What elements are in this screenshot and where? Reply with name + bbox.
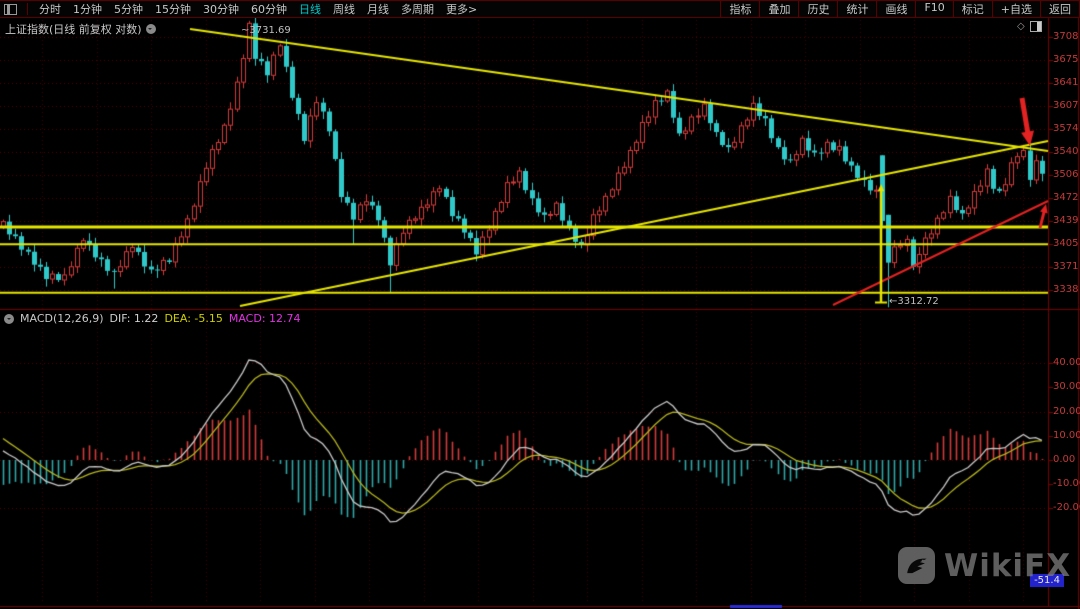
chart-corner-icons: ◇ [1017, 21, 1042, 32]
macd-dea-value: DEA: -5.15 [164, 312, 223, 325]
chart-title-row: 上证指数(日线 前复权 对数) [5, 21, 156, 37]
toolbar-buttons: 指标 叠加 历史 统计 画线 F10 标记 +自选 返回 [720, 1, 1080, 17]
price-axis-label: 3708 [1053, 31, 1079, 42]
price-axis-label: 3641 [1053, 77, 1079, 88]
macd-axis-label: 20.00 [1053, 406, 1080, 417]
macd-axis-label: -20.00 [1053, 502, 1080, 513]
price-axis-label: 3540 [1053, 146, 1079, 157]
price-axis-label: 3472 [1053, 192, 1079, 203]
toolbar-button-0[interactable]: 指标 [720, 1, 759, 17]
period-tab-8[interactable]: 月线 [367, 3, 389, 16]
toolbar-button-3[interactable]: 统计 [837, 1, 876, 17]
price-axis-label: 3574 [1053, 123, 1079, 134]
period-tab-5[interactable]: 60分钟 [251, 3, 287, 16]
price-axis-label: 3607 [1053, 100, 1079, 111]
watermark: WikiFX [898, 547, 1071, 584]
macd-dif-value: DIF: 1.22 [109, 312, 159, 325]
macd-readout: MACD(12,26,9) DIF: 1.22 DEA: -5.15 MACD:… [4, 312, 301, 325]
macd-axis-label: 0.00 [1053, 454, 1076, 465]
macd-axis-label: 30.00 [1053, 381, 1080, 392]
period-tab-10[interactable]: 更多> [446, 3, 478, 16]
watermark-text: WikiFX [944, 547, 1072, 584]
panel-icon[interactable] [1029, 21, 1042, 32]
high-annotation: ~3731.69 [241, 25, 291, 36]
period-tab-6[interactable]: 日线 [299, 3, 321, 16]
macd-axis-label: -10.00 [1053, 478, 1080, 489]
macd-axis-label: 10.00 [1053, 430, 1080, 441]
price-axis-label: 3405 [1053, 238, 1079, 249]
price-axis-label: 3439 [1053, 215, 1079, 226]
toolbar-button-5[interactable]: F10 [915, 1, 952, 17]
toolbar-button-2[interactable]: 历史 [798, 1, 837, 17]
period-tab-0[interactable]: 分时 [39, 3, 61, 16]
toolbar-button-1[interactable]: 叠加 [759, 1, 798, 17]
price-axis-label: 3675 [1053, 54, 1079, 65]
period-tab-2[interactable]: 5分钟 [114, 3, 143, 16]
period-tab-3[interactable]: 15分钟 [155, 3, 191, 16]
period-tab-1[interactable]: 1分钟 [73, 3, 102, 16]
toolbar-button-8[interactable]: 返回 [1040, 1, 1080, 17]
chart-title: 上证指数(日线 前复权 对数) [5, 23, 142, 36]
price-axis-label: 3338 [1053, 284, 1079, 295]
period-tab-4[interactable]: 30分钟 [203, 3, 239, 16]
macd-dropdown-icon[interactable] [4, 313, 14, 324]
macd-last-value-badge: -51.4 [1030, 574, 1064, 587]
period-tabs: 分时 1分钟 5分钟 15分钟 30分钟 60分钟 日线 周线 月线 多周期 更多> [33, 1, 483, 17]
toolbar-button-4[interactable]: 画线 [876, 1, 915, 17]
period-tab-7[interactable]: 周线 [333, 3, 355, 16]
top-toolbar: 分时 1分钟 5分钟 15分钟 30分钟 60分钟 日线 周线 月线 多周期 更多> 指标 叠加 历史统… [0, 0, 1080, 18]
period-tab-9[interactable]: 多周期 [401, 3, 434, 16]
macd-macd-value: MACD: 12.74 [228, 312, 301, 325]
low-annotation: ←3312.72 [889, 296, 939, 307]
window-icon[interactable] [4, 3, 17, 15]
diamond-icon[interactable]: ◇ [1017, 21, 1025, 32]
macd-axis-label: 40.00 [1053, 357, 1080, 368]
toolbar-button-7[interactable]: +自选 [991, 1, 1040, 17]
macd-param-label: MACD(12,26,9) [20, 312, 104, 325]
wikifx-logo-icon [898, 547, 935, 584]
toolbar-button-6[interactable]: 标记 [952, 1, 992, 17]
price-axis-label: 3371 [1053, 261, 1079, 272]
price-axis-label: 3506 [1053, 169, 1079, 180]
toolbar-separator [27, 3, 28, 15]
title-dropdown-icon[interactable] [145, 24, 156, 34]
